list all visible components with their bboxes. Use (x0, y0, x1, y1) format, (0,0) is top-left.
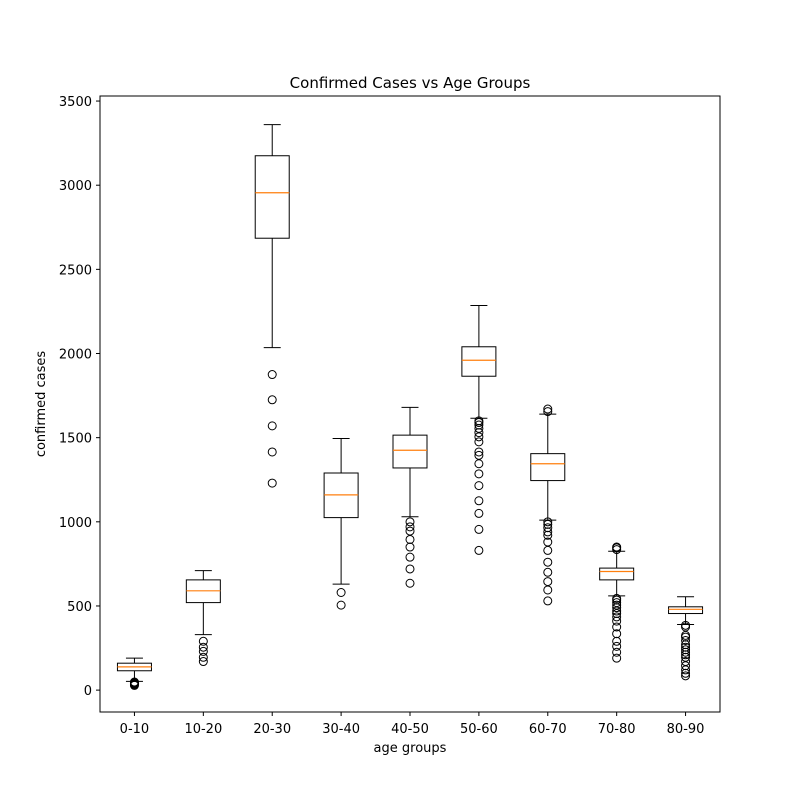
y-tick-label: 2000 (59, 348, 92, 363)
outlier-point (474, 432, 484, 442)
x-tick-label: 10-20 (184, 722, 222, 737)
outlier-point (198, 642, 208, 652)
chart-title: Confirmed Cases vs Age Groups (290, 74, 531, 92)
x-axis-label: age groups (374, 741, 447, 756)
outlier-point (474, 508, 484, 518)
outlier-point (543, 517, 553, 527)
y-tick-label: 3000 (59, 179, 92, 194)
outlier-point (405, 517, 415, 527)
outlier-point (543, 407, 553, 417)
y-axis-label: confirmed cases (34, 351, 49, 458)
box-group-70-80 (599, 542, 635, 663)
outlier-point (474, 418, 484, 428)
iqr-box (461, 346, 497, 377)
y-tick-label: 2500 (59, 263, 92, 278)
x-tick-label: 30-40 (322, 722, 360, 737)
outlier-point (543, 527, 553, 537)
box-group-10-20 (185, 570, 221, 667)
outlier-point (612, 603, 622, 613)
outlier-point (474, 524, 484, 534)
outlier-point (267, 370, 277, 380)
box-group-20-30 (254, 124, 290, 488)
outlier-point (336, 600, 346, 610)
x-tick-label: 20-30 (253, 722, 291, 737)
outlier-point (198, 646, 208, 656)
outlier-point (543, 567, 553, 577)
outlier-point (474, 428, 484, 438)
iqr-box (530, 453, 566, 482)
outlier-point (681, 671, 691, 681)
outlier-point (474, 447, 484, 457)
box-group-50-60 (461, 305, 497, 555)
box-group-30-40 (323, 438, 359, 610)
iqr-box (392, 434, 428, 469)
y-tick-label: 500 (67, 600, 92, 615)
x-tick-label: 40-50 (391, 722, 429, 737)
x-tick-label: 0-10 (120, 722, 150, 737)
outlier-point (474, 437, 484, 447)
outlier-point (681, 635, 691, 645)
box-group-0-10 (116, 657, 152, 690)
outlier-point (612, 545, 622, 555)
outlier-point (405, 578, 415, 588)
outlier-point (474, 469, 484, 479)
outlier-point (198, 636, 208, 646)
outlier-point (198, 652, 208, 662)
box-group-80-90 (668, 596, 704, 681)
outlier-point (612, 612, 622, 622)
outlier-point (612, 606, 622, 616)
outlier-point (267, 421, 277, 431)
outlier-point (612, 616, 622, 626)
iqr-box (599, 567, 635, 581)
x-tick-label: 50-60 (460, 722, 498, 737)
outlier-point (543, 545, 553, 555)
outlier-point (543, 530, 553, 540)
y-axis: 0 500 1000 1500 2000 2500 3000 3500 (59, 95, 100, 699)
outlier-point (681, 668, 691, 678)
outlier-point (612, 641, 622, 651)
outlier-point (474, 496, 484, 506)
x-tick-label: 80-90 (667, 722, 705, 737)
y-tick-label: 1000 (59, 516, 92, 531)
box-group-40-50 (392, 406, 428, 588)
outlier-point (543, 557, 553, 567)
x-axis: 0-10 10-20 20-30 30-40 40-50 50-60 60-70 70-80 8… (120, 712, 705, 737)
outlier-point (198, 657, 208, 667)
outlier-point (267, 447, 277, 457)
outlier-point (405, 542, 415, 552)
plot-background (100, 96, 720, 712)
outlier-point (267, 395, 277, 405)
outlier-point (405, 552, 415, 562)
outlier-point (336, 588, 346, 598)
outlier-point (681, 665, 691, 675)
box-group-60-70 (530, 404, 566, 606)
plot-frame (99, 95, 721, 713)
y-tick-label: 1500 (59, 432, 92, 447)
iqr-box (254, 155, 290, 239)
iqr-box (668, 606, 704, 615)
outlier-point (405, 522, 415, 532)
outlier-point (543, 585, 553, 595)
outlier-point (612, 653, 622, 663)
outlier-point (129, 680, 139, 690)
y-tick-label: 3500 (59, 95, 92, 110)
outlier-point (612, 647, 622, 657)
outlier-point (474, 481, 484, 491)
box-plots (116, 124, 704, 690)
outlier-point (474, 545, 484, 555)
y-tick-label: 0 (84, 684, 92, 699)
outlier-point (681, 650, 691, 660)
outlier-point (267, 478, 277, 488)
outlier-point (543, 404, 553, 414)
outlier-point (474, 459, 484, 469)
outlier-point (681, 647, 691, 657)
x-tick-label: 60-70 (529, 722, 567, 737)
x-tick-label: 70-80 (598, 722, 636, 737)
outlier-point (543, 596, 553, 606)
outlier-point (612, 622, 622, 632)
outlier-point (405, 564, 415, 574)
outlier-point (612, 636, 622, 646)
